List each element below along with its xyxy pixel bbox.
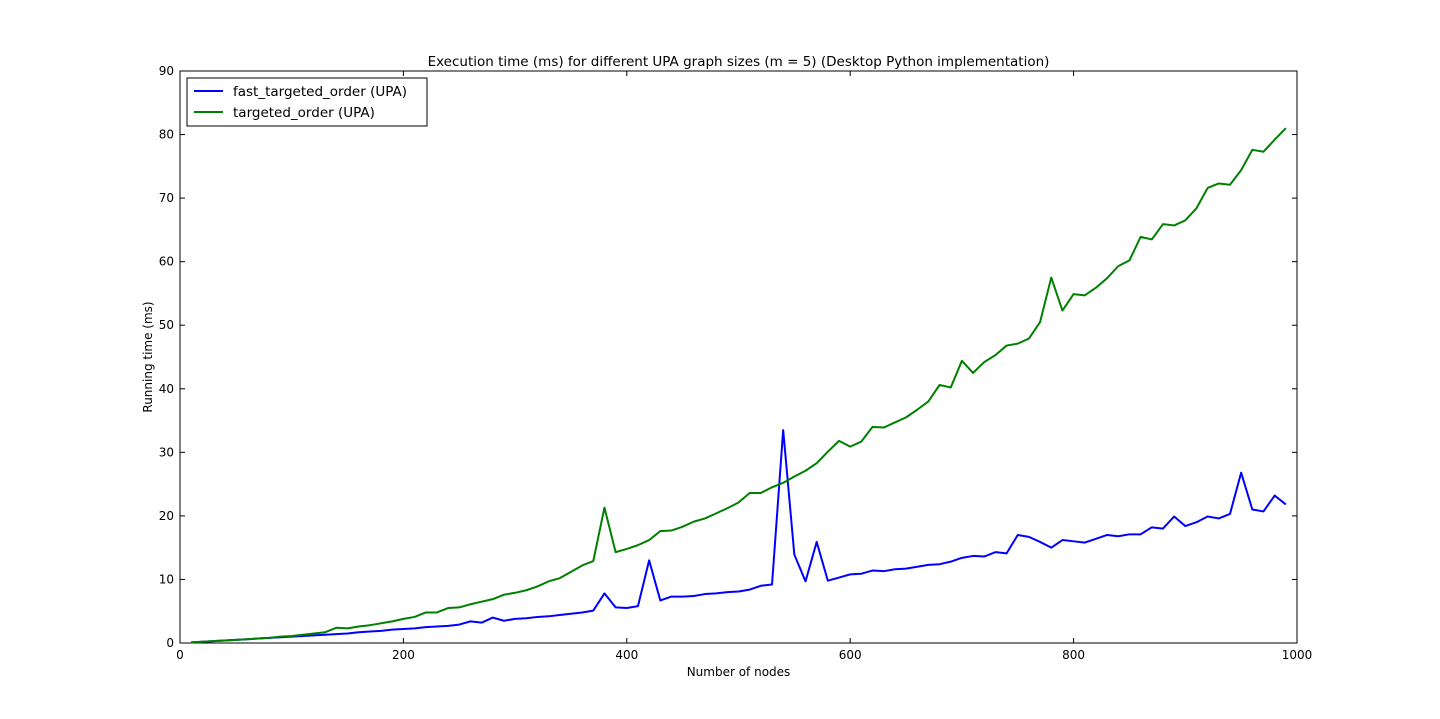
- series-line-targeted-order: [191, 127, 1287, 644]
- y-axis: 0 10 20 30 40 50 60 70 80 90: [159, 64, 1297, 650]
- y-axis-label: Running time (ms): [141, 301, 155, 412]
- y-tick-label: 20: [159, 509, 174, 523]
- x-tick-label: 400: [615, 648, 638, 662]
- legend-label: fast_targeted_order (UPA): [233, 84, 407, 100]
- x-axis-label: Number of nodes: [687, 665, 791, 679]
- y-tick-label: 50: [159, 318, 174, 332]
- x-tick-label: 800: [1062, 648, 1085, 662]
- legend-label: targeted_order (UPA): [233, 105, 375, 121]
- x-tick-label: 0: [176, 648, 184, 662]
- y-tick-label: 30: [159, 445, 174, 459]
- x-tick-label: 1000: [1282, 648, 1313, 662]
- y-tick-label: 40: [159, 382, 174, 396]
- y-tick-label: 10: [159, 572, 174, 586]
- series-layer: [191, 127, 1287, 644]
- x-tick-label: 600: [839, 648, 862, 662]
- y-tick-label: 90: [159, 64, 174, 78]
- legend-box: [186, 77, 428, 127]
- y-tick-label: 60: [159, 255, 174, 269]
- chart-title: Execution time (ms) for different UPA gr…: [428, 54, 1050, 70]
- x-axis: 0 200 400 600 800 1000: [176, 71, 1312, 662]
- legend: fast_targeted_order (UPA) targeted_order …: [186, 77, 428, 127]
- y-tick-label: 80: [159, 128, 174, 142]
- y-tick-label: 0: [166, 636, 174, 650]
- series-line-fast-targeted-order: [191, 429, 1287, 644]
- plot-area: [179, 70, 1298, 644]
- y-tick-label: 70: [159, 191, 174, 205]
- x-tick-label: 200: [392, 648, 415, 662]
